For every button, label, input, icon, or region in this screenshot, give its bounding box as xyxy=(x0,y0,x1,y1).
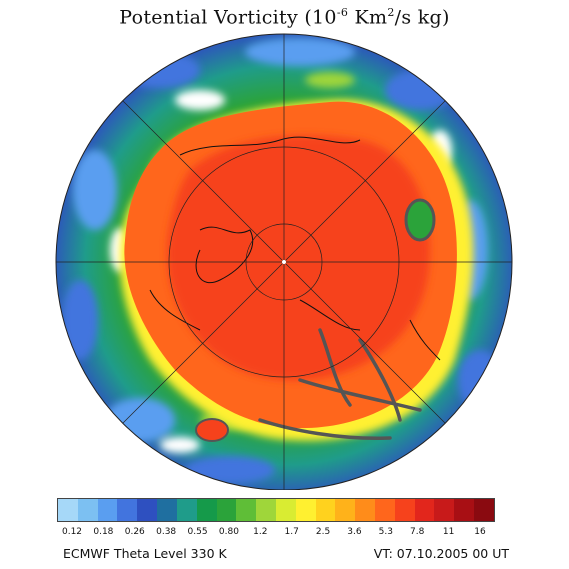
colorbar xyxy=(57,498,495,522)
polar-stereographic-map xyxy=(55,33,513,490)
colorbar-swatch xyxy=(137,499,158,521)
colorbar-swatch xyxy=(394,499,415,521)
colorbar-swatch xyxy=(335,499,356,521)
colorbar-label: 11 xyxy=(442,527,455,537)
colorbar-label: 0.80 xyxy=(218,527,239,537)
high-pv-inner xyxy=(166,135,431,381)
colorbar-swatch xyxy=(414,499,435,521)
colorbar-label: 2.5 xyxy=(315,527,331,537)
colorbar-swatch xyxy=(375,499,395,521)
colorbar-label: 0.55 xyxy=(187,527,208,537)
colorbar-label: 7.8 xyxy=(410,527,425,537)
pv-eddy-south xyxy=(195,418,229,442)
coastlines xyxy=(149,136,441,361)
colorbar-label: 1.7 xyxy=(284,527,299,537)
colorbar-swatch xyxy=(97,499,118,521)
colorbar-swatch xyxy=(295,499,316,521)
colorbar-swatch xyxy=(434,499,455,521)
colorbar-swatch xyxy=(216,499,237,521)
colorbar-swatch xyxy=(256,499,276,521)
colorbar-swatch xyxy=(474,499,494,521)
level-label: ECMWF Theta Level 330 K xyxy=(63,546,227,561)
colorbar-swatch xyxy=(176,499,197,521)
colorbar-swatch xyxy=(236,499,257,521)
colorbar-swatch xyxy=(315,499,336,521)
pv-eddy-east xyxy=(404,198,436,242)
colorbar-labels: 0.12 0.18 0.26 0.38 0.55 0.80 1.2 1.7 2.5 3.6 5.3 7… xyxy=(57,527,495,541)
colorbar-swatch xyxy=(117,499,138,521)
colorbar-label: 0.26 xyxy=(124,527,145,537)
map-title: Potential Vorticity (10-6 Km2/s kg) xyxy=(119,6,450,29)
colorbar-label: 0.12 xyxy=(61,527,83,537)
colorbar-swatch xyxy=(454,499,475,521)
colorbar-swatch xyxy=(77,499,98,521)
colorbar-label: 0.18 xyxy=(93,527,114,537)
pv-contours xyxy=(258,328,422,441)
map-boundary xyxy=(55,33,513,490)
valid-time-label: VT: 07.10.2005 00 UT xyxy=(373,546,509,561)
colorbar-label: 16 xyxy=(474,527,486,537)
colorbar-label: 1.2 xyxy=(253,527,268,537)
north-pole-marker xyxy=(282,260,286,264)
colorbar-swatch xyxy=(275,499,296,521)
colorbar-label: 3.6 xyxy=(347,527,362,537)
colorbar-swatch xyxy=(196,499,217,521)
colorbar-swatch xyxy=(157,499,177,521)
colorbar-swatch xyxy=(58,499,78,521)
colorbar-label: 0.38 xyxy=(156,527,177,537)
colorbar-swatch xyxy=(355,499,375,521)
colorbar-label: 5.3 xyxy=(378,527,394,537)
